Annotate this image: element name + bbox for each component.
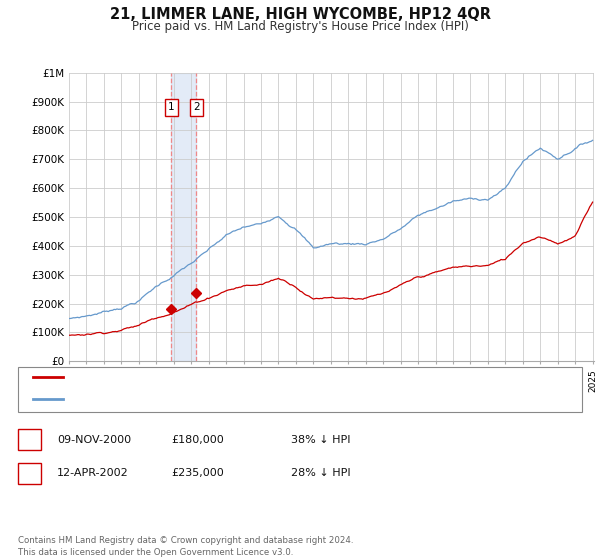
Text: 1: 1 bbox=[26, 435, 33, 445]
Text: Contains HM Land Registry data © Crown copyright and database right 2024.
This d: Contains HM Land Registry data © Crown c… bbox=[18, 536, 353, 557]
Text: 21, LIMMER LANE, HIGH WYCOMBE, HP12 4QR: 21, LIMMER LANE, HIGH WYCOMBE, HP12 4QR bbox=[110, 7, 491, 22]
Text: 09-NOV-2000: 09-NOV-2000 bbox=[57, 435, 131, 445]
Text: 2: 2 bbox=[26, 468, 33, 478]
Bar bbox=[172, 73, 196, 361]
Text: 28% ↓ HPI: 28% ↓ HPI bbox=[291, 468, 350, 478]
Text: £180,000: £180,000 bbox=[171, 435, 224, 445]
Text: £235,000: £235,000 bbox=[171, 468, 224, 478]
Text: 38% ↓ HPI: 38% ↓ HPI bbox=[291, 435, 350, 445]
Text: Price paid vs. HM Land Registry's House Price Index (HPI): Price paid vs. HM Land Registry's House … bbox=[131, 20, 469, 32]
Text: 21, LIMMER LANE, HIGH WYCOMBE, HP12 4QR (detached house): 21, LIMMER LANE, HIGH WYCOMBE, HP12 4QR … bbox=[69, 372, 404, 382]
Text: 1: 1 bbox=[168, 102, 175, 113]
Text: HPI: Average price, detached house, Buckinghamshire: HPI: Average price, detached house, Buck… bbox=[69, 394, 353, 404]
Text: 12-APR-2002: 12-APR-2002 bbox=[57, 468, 129, 478]
Text: 2: 2 bbox=[193, 102, 200, 113]
